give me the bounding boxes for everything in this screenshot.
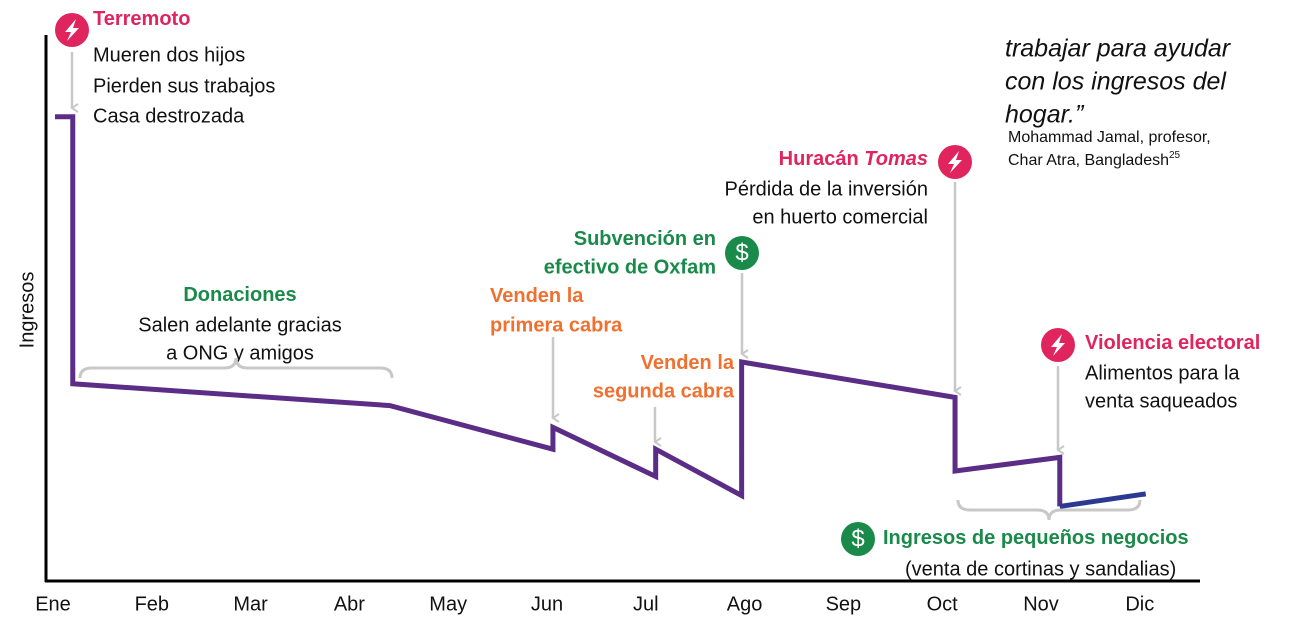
annotation-line: Pérdida de la inversión <box>725 178 928 200</box>
annotation-title: Venden la <box>490 285 584 307</box>
quote-line: con los ingresos del <box>1005 68 1227 96</box>
annotation-line: Mueren dos hijos <box>93 44 245 66</box>
money-symbol: $ <box>851 525 864 552</box>
money-symbol: $ <box>735 239 748 266</box>
attribution-line: Char Atra, Bangladesh25 <box>1008 150 1181 170</box>
annotation-title-text: Ingresos de pequeños negocios <box>883 527 1189 549</box>
quote-line: trabajar para ayudar <box>1005 35 1232 63</box>
money-icon <box>841 522 875 556</box>
x-tick-label: Abr <box>334 593 365 615</box>
footnote: 25 <box>1169 150 1181 161</box>
annotation-title: Donaciones <box>183 284 296 306</box>
quote-line: hogar.” <box>1005 101 1085 129</box>
brace <box>956 499 1142 521</box>
attribution-line: Mohammad Jamal, profesor, <box>1008 129 1211 146</box>
annotation-line: Pierden sus trabajos <box>93 75 275 97</box>
annotation-title-text: Subvención en <box>574 228 716 250</box>
bolt <box>65 19 79 41</box>
annotation-title-text: Donaciones <box>183 284 296 306</box>
annotation-title: Subvención en <box>574 228 716 250</box>
annotation-title-text: Venden la <box>490 285 584 307</box>
annotation-title: Terremoto <box>93 8 190 30</box>
attribution-text: Mohammad Jamal, profesor, <box>1008 129 1211 146</box>
x-tick-label: Ene <box>35 593 71 615</box>
bolt <box>1051 334 1065 356</box>
x-tick-label: May <box>429 593 467 615</box>
income-line <box>1059 491 1147 509</box>
annotation-line: venta saqueados <box>1085 390 1237 412</box>
brace <box>78 357 394 379</box>
annotation-title: Violencia electoral <box>1085 332 1260 354</box>
x-tick-label: Jun <box>531 593 563 615</box>
x-tick-label: Dic <box>1125 593 1154 615</box>
annotation-title-text: Venden la <box>641 352 735 374</box>
annotation-line: Alimentos para la <box>1085 362 1240 384</box>
annotation-title-text: Huracán <box>779 148 859 170</box>
annotation-title-text: Violencia electoral <box>1085 332 1260 354</box>
y-axis-label: Ingresos <box>16 272 38 349</box>
income-line <box>54 114 1063 507</box>
bolt <box>948 151 962 173</box>
annotation-line: efectivo de Oxfam <box>544 256 716 278</box>
annotation-title-em: Tomas <box>864 148 928 170</box>
annotation-title: Venden la <box>641 352 735 374</box>
x-tick-label: Nov <box>1023 593 1059 615</box>
x-tick-label: Jul <box>633 593 659 615</box>
annotation-title: Huracán Tomas <box>779 148 928 170</box>
annotation-line: en huerto comercial <box>752 206 928 228</box>
annotation-title: Ingresos de pequeños negocios <box>883 527 1189 549</box>
attribution-text: Char Atra, Bangladesh <box>1008 152 1169 169</box>
x-tick-label: Feb <box>135 593 169 615</box>
annotation-line: Salen adelante gracias <box>138 314 341 336</box>
annotation-line: (venta de cortinas y sandalias) <box>905 558 1176 580</box>
x-tick-label: Ago <box>727 593 763 615</box>
annotation-line: primera cabra <box>490 314 623 336</box>
money-icon <box>725 236 759 270</box>
x-tick-label: Sep <box>826 593 862 615</box>
annotation-line: a ONG y amigos <box>166 342 314 364</box>
annotation-line: Casa destrozada <box>93 105 245 127</box>
x-tick-label: Mar <box>233 593 268 615</box>
annotation-title-text: Terremoto <box>93 8 190 30</box>
annotation-line: segunda cabra <box>593 380 735 402</box>
x-tick-label: Oct <box>927 593 959 615</box>
